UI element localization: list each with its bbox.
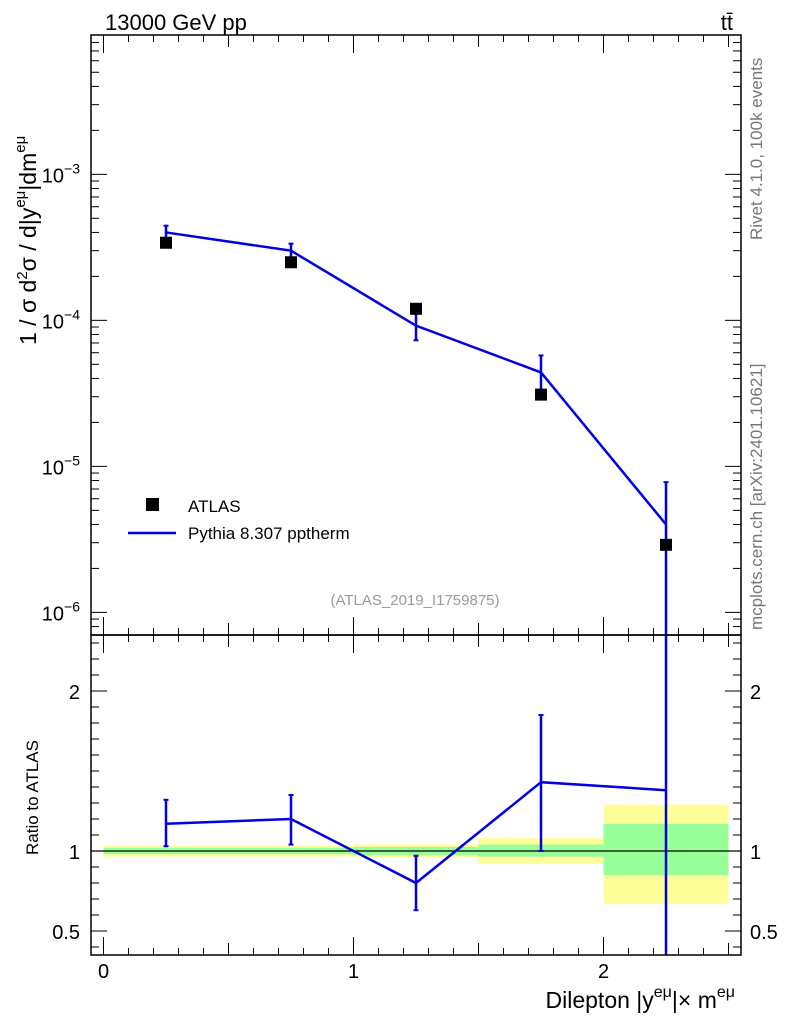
x-tick-label: 0	[98, 961, 109, 983]
atlas-data-point	[410, 302, 422, 315]
x-tick-label: 2	[598, 961, 609, 983]
pythia-line	[165, 231, 667, 526]
x-tick-label: 1	[348, 961, 359, 983]
y-tick-label: 10−4	[42, 306, 80, 333]
energy-label: 13000 GeV pp	[105, 10, 247, 35]
ratio-ylabel: Ratio to ATLAS	[23, 740, 42, 855]
legend-atlas-marker	[146, 498, 159, 511]
legend-pythia-label: Pythia 8.307 pptherm	[188, 524, 350, 543]
analysis-id-label: (ATLAS_2019_I1759875)	[330, 592, 499, 609]
atlas-data-point	[285, 256, 297, 269]
ratio-y-tick-label: 1	[69, 842, 80, 864]
legend: ATLAS Pythia 8.307 pptherm	[128, 497, 350, 543]
svg-text:1 / σ d2σ / d|yeμ|dmeμ: 1 / σ d2σ / d|yeμ|dmeμ	[12, 136, 41, 345]
y-tick-label: 10−5	[42, 452, 80, 479]
atlas-data-point	[660, 538, 672, 551]
ratio-plot-frame	[90, 634, 742, 956]
ratio-y-tick-label-right: 2	[750, 682, 761, 704]
atlas-data-point	[160, 236, 172, 249]
x-axis-label: Dilepton |yeμ|× meμ	[546, 984, 735, 1013]
svg-text:Dilepton |yeμ|× meμ: Dilepton |yeμ|× meμ	[546, 984, 735, 1013]
y-tick-label: 10−3	[42, 160, 80, 187]
y-tick-label: 10−6	[42, 598, 80, 625]
rivet-version-label: Rivet 4.1.0, 100k events	[747, 58, 766, 240]
mcplots-source-label: mcplots.cern.ch [arXiv:2401.10621]	[747, 364, 766, 630]
atlas-data-point	[535, 388, 547, 401]
legend-atlas-label: ATLAS	[188, 497, 241, 516]
top-ylabel: 1 / σ d2σ / d|yeμ|dmeμ	[12, 136, 41, 345]
ratio-y-tick-label: 0.5	[52, 922, 80, 944]
process-label: tt̄	[721, 10, 733, 35]
ratio-y-tick-label-right: 0.5	[750, 922, 778, 944]
ratio-y-tick-label: 2	[69, 682, 80, 704]
ratio-y-tick-label-right: 1	[750, 842, 761, 864]
